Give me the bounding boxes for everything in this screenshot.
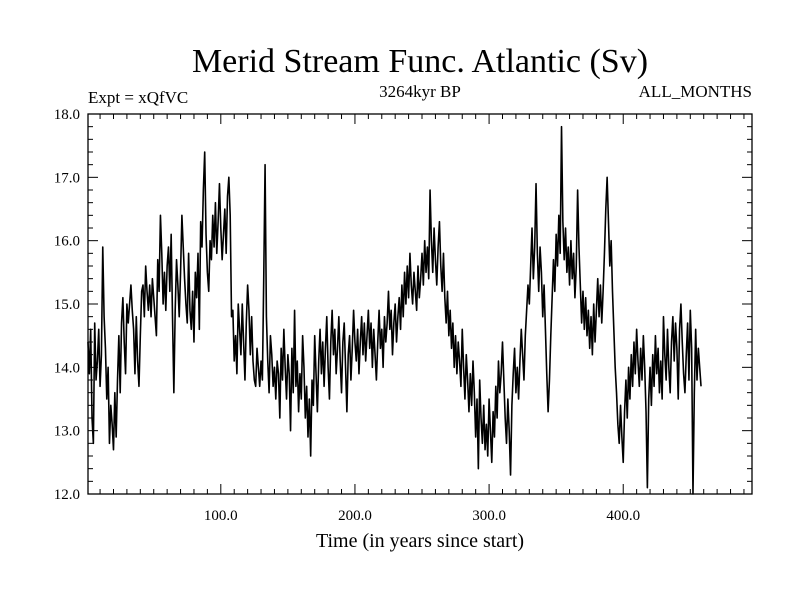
y-tick-label: 14.0	[54, 360, 80, 376]
y-tick-label: 12.0	[54, 487, 80, 503]
months-label: ALL_MONTHS	[639, 82, 752, 101]
y-axis: 12.0 13.0 14.0 15.0 16.0 17.0 18.0	[54, 107, 752, 503]
x-axis-label: Time (in years since start)	[316, 530, 524, 552]
x-tick-label: 400.0	[606, 508, 640, 524]
y-tick-label: 15.0	[54, 297, 80, 313]
chart-title: Merid Stream Func. Atlantic (Sv)	[192, 43, 648, 80]
y-tick-label: 16.0	[54, 234, 80, 250]
x-axis: 100.0 200.0 300.0 400.0	[99, 114, 745, 524]
y-tick-label: 13.0	[54, 424, 80, 440]
y-tick-label: 17.0	[54, 170, 80, 186]
period-label: 3264kyr BP	[379, 82, 461, 101]
x-tick-label: 200.0	[338, 508, 372, 524]
y-tick-label: 18.0	[54, 107, 80, 123]
x-tick-label: 100.0	[204, 508, 238, 524]
series-line	[87, 125, 702, 495]
experiment-label: Expt = xQfVC	[88, 88, 188, 107]
x-tick-label: 300.0	[472, 508, 506, 524]
